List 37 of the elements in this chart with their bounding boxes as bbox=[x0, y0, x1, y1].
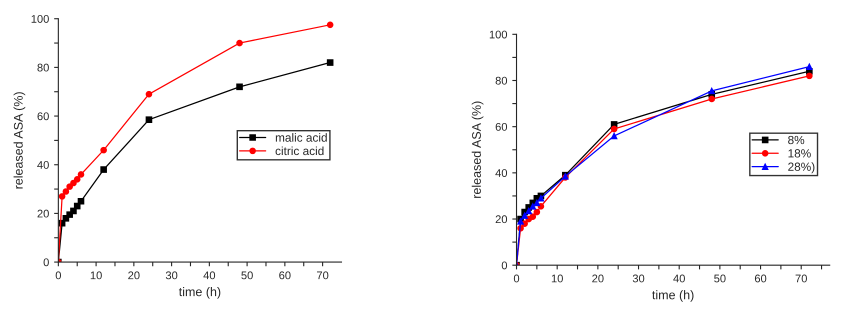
y-tick-label: 60 bbox=[38, 112, 49, 120]
x-tick-label: 40 bbox=[673, 274, 685, 282]
x-tick-label: 0 bbox=[56, 271, 61, 280]
y-tick-label: 0 bbox=[502, 261, 508, 270]
y-tick-label: 80 bbox=[496, 76, 508, 85]
y-tick-label: 40 bbox=[495, 169, 508, 177]
x-tick-label: 70 bbox=[796, 274, 807, 282]
x-tick-label: 70 bbox=[317, 271, 328, 280]
y-tick-label: 100 bbox=[490, 30, 508, 38]
x-tick-label: 20 bbox=[128, 271, 140, 280]
x-tick-label: 10 bbox=[90, 271, 102, 280]
y-tick-label: 0 bbox=[44, 258, 49, 266]
legend-label: 18% bbox=[788, 149, 811, 158]
x-tick-label: 0 bbox=[514, 274, 520, 282]
y-tick-label: 40 bbox=[37, 161, 49, 169]
x-tick-label: 60 bbox=[279, 271, 291, 280]
x-tick-label: 50 bbox=[241, 271, 253, 280]
x-tick-label: 40 bbox=[203, 271, 216, 280]
y-axis-title: released ASA (%) bbox=[14, 92, 26, 189]
x-tick-label: 30 bbox=[632, 274, 644, 282]
x-tick-label: 10 bbox=[552, 274, 563, 282]
y-tick-label: 100 bbox=[32, 14, 49, 23]
y-tick-label: 60 bbox=[496, 122, 508, 131]
x-tick-label: 20 bbox=[592, 274, 604, 282]
legend-label: 8% bbox=[788, 136, 804, 144]
legend-label: 28%) bbox=[788, 162, 814, 174]
y-axis-title: released ASA (%) bbox=[472, 102, 484, 198]
x-axis-title: time (h) bbox=[178, 287, 220, 299]
x-tick-label: 60 bbox=[754, 274, 766, 282]
y-tick-label: 20 bbox=[496, 215, 508, 224]
legend-label: malic acid bbox=[276, 133, 327, 142]
y-tick-label: 20 bbox=[38, 210, 49, 218]
x-tick-label: 30 bbox=[166, 271, 178, 280]
legend-label: citric acid bbox=[276, 146, 324, 156]
x-tick-label: 50 bbox=[714, 274, 726, 282]
x-axis-title: time (h) bbox=[652, 290, 694, 302]
y-tick-label: 80 bbox=[37, 64, 49, 72]
